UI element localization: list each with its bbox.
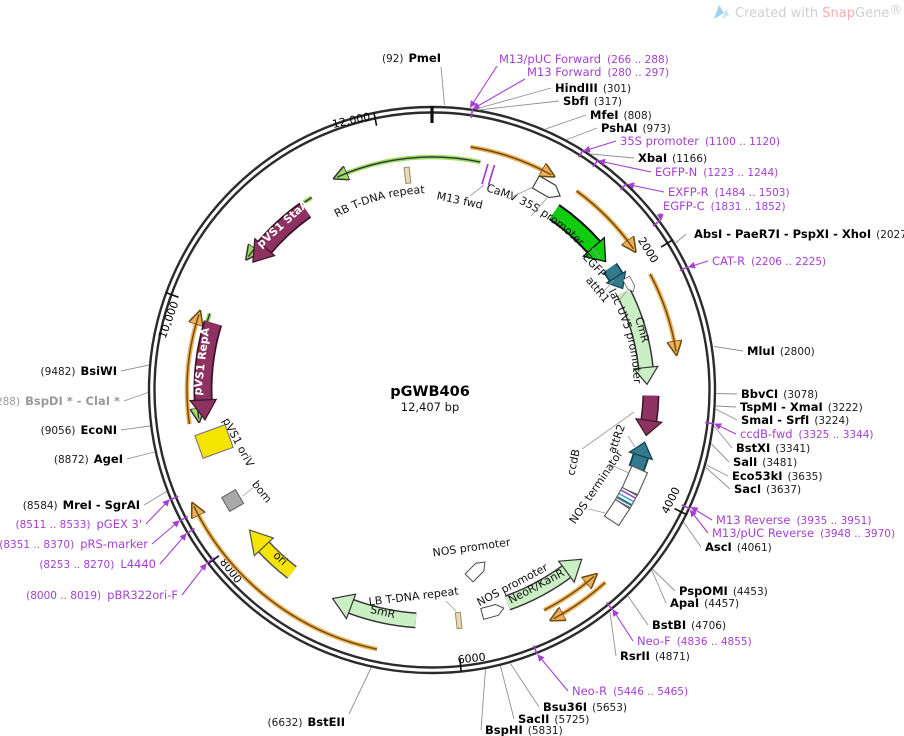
- primer-label-ccdb-fwd[interactable]: ccdB-fwd (3325 .. 3344): [740, 427, 874, 441]
- primer-labels[interactable]: M13/pUC Forward (266 .. 288) M13 Forward(…: [0, 52, 895, 698]
- primer-label-neo-r[interactable]: Neo-R (5446 .. 5465): [572, 684, 688, 698]
- feature-cmr[interactable]: [616, 288, 659, 386]
- primer-label-35s-promoter[interactable]: 35S promoter (1100 .. 1120): [620, 134, 780, 148]
- enzyme-label-absi-group[interactable]: AbsI - PaeR7I - PspXI - XhoI(2027): [694, 227, 904, 241]
- primer-label-m13-reverse[interactable]: M13 Reverse (3935 .. 3951): [716, 513, 871, 527]
- enzyme-label-tspmi-xmai[interactable]: TspMI - XmaI (3222): [740, 400, 863, 414]
- enzyme-label-mlui[interactable]: MluI (2800): [747, 344, 815, 358]
- enzyme-label-mfei[interactable]: MfeI (808): [590, 108, 652, 122]
- inner-callout-lines: [242, 184, 636, 612]
- primer-label-m13-puc-forward[interactable]: M13/pUC Forward (266 .. 288): [499, 52, 669, 66]
- nos-promoter-glyph-1[interactable]: [464, 558, 489, 583]
- label-smr[interactable]: SmR: [369, 603, 397, 621]
- feature-pvs1-staa[interactable]: [252, 202, 312, 264]
- enzyme-label-bsiwi[interactable]: (9482) BsiWI: [41, 364, 117, 378]
- m13-fwd-primer-marker[interactable]: [481, 163, 496, 186]
- enzyme-label-sacii[interactable]: SacII (5725): [518, 712, 589, 726]
- enzyme-label-pspomi[interactable]: PspOMI (4453): [679, 584, 768, 598]
- primer-label-m13-forward[interactable]: M13 Forward (280 .. 297): [527, 65, 669, 79]
- enzyme-label-saci[interactable]: SacI (3637): [734, 482, 801, 496]
- primer-label-prs-marker[interactable]: (8351 .. 8370) pRS-marker: [0, 537, 148, 551]
- enzyme-callout-lines: [120, 66, 744, 731]
- primer-label-neo-f[interactable]: Neo-F (4836 .. 4855): [637, 634, 752, 648]
- enzyme-label-pmei[interactable]: (92) PmeI: [382, 51, 441, 65]
- tick-label-2000: 2000: [635, 235, 661, 266]
- camv-35s-promoter-glyph[interactable]: [531, 175, 563, 202]
- feature-pvs1-oriv[interactable]: [194, 424, 234, 459]
- label-bom[interactable]: bom: [249, 478, 274, 505]
- label-nos-promoter-1[interactable]: NOS promoter: [432, 536, 512, 560]
- feature-smr[interactable]: [331, 593, 417, 629]
- primer-label-pgex-3[interactable]: (8511 .. 8533) pGEX 3': [16, 517, 143, 531]
- enzyme-label-bsteii[interactable]: (6632) BstEII: [268, 715, 345, 729]
- enzyme-label-mrei-sgrai[interactable]: (8584) MreI - SgrAI: [23, 498, 140, 512]
- enzyme-label-sali[interactable]: SalI (3481): [733, 455, 797, 469]
- enzyme-label-bstbi[interactable]: BstBI (4706): [652, 618, 726, 632]
- enzyme-label-apai[interactable]: ApaI (4457): [670, 596, 739, 610]
- primer-site-ticks[interactable]: [169, 108, 715, 655]
- lac-uv5-promoter-glyph[interactable]: [622, 275, 637, 293]
- snapgene-watermark: Created with SnapGene®: [714, 3, 902, 21]
- nos-promoter-glyph-2[interactable]: [480, 603, 506, 620]
- feature-bom[interactable]: [220, 488, 245, 513]
- primer-label-m13-puc-reverse[interactable]: M13/pUC Reverse (3948 .. 3970): [712, 526, 895, 540]
- tick-label-12000: 12,000: [331, 110, 371, 131]
- feature-attr1[interactable]: [603, 262, 627, 290]
- enzyme-labels[interactable]: (92) PmeI HindIII (301) SbfI (317) MfeI (808…: [0, 51, 904, 736]
- enzyme-label-sbfi[interactable]: SbfI (317): [563, 94, 622, 108]
- svg-text:RB T-DNA repeat: RB T-DNA repeat: [332, 183, 426, 220]
- plasmid-title-block: pGWB406 12,407 bp: [390, 384, 470, 414]
- enzyme-label-bbvci[interactable]: BbvCI (3078): [741, 387, 818, 401]
- rb-tdna-repeat-tick[interactable]: [403, 166, 412, 185]
- enzyme-label-xbai[interactable]: XbaI (1166): [638, 151, 707, 165]
- plasmid-size: 12,407 bp: [401, 400, 460, 414]
- label-rb-tdna-repeat[interactable]: RB T-DNA repeat: [332, 183, 426, 220]
- feature-pvs1-repa[interactable]: [189, 320, 223, 421]
- enzyme-label-eco53ki[interactable]: Eco53kI (3635): [732, 469, 822, 483]
- feature-neor-kanr[interactable]: [504, 558, 583, 611]
- enzyme-label-hindiii[interactable]: HindIII (301): [555, 81, 631, 95]
- feature-ccdb[interactable]: [634, 395, 664, 437]
- primer-label-egfp-c[interactable]: EGFP-C (1831 .. 1852): [663, 199, 786, 213]
- enzyme-label-pshai[interactable]: PshAI (973): [601, 121, 671, 135]
- tdna-repeat-ticks[interactable]: [403, 166, 463, 630]
- enzyme-label-bsphi[interactable]: BspHI (5831): [485, 723, 563, 736]
- snapgene-logo-icon-accent: [722, 9, 729, 19]
- enzyme-label-econi[interactable]: (9056) EcoNI: [41, 423, 117, 437]
- enzyme-label-agei[interactable]: (8872) AgeI: [54, 452, 123, 466]
- lb-tdna-repeat-tick[interactable]: [454, 611, 463, 630]
- feature-ori[interactable]: [248, 529, 297, 579]
- feature-egfp[interactable]: [548, 204, 607, 263]
- primer-label-egfp-n[interactable]: EGFP-N (1223 .. 1244): [655, 165, 778, 179]
- primer-label-exfp-r[interactable]: EXFP-R (1484 .. 1503): [668, 185, 790, 199]
- watermark-text: Created with SnapGene®: [735, 3, 902, 21]
- tick-label-10000: 10,000: [156, 299, 181, 340]
- enzyme-label-asci[interactable]: AscI (4061): [705, 540, 772, 554]
- plasmid-name: pGWB406: [390, 384, 470, 400]
- enzyme-label-smai-srfi[interactable]: SmaI - SrfI (3224): [741, 413, 849, 427]
- label-ccdb[interactable]: ccdB: [564, 448, 582, 477]
- primer-callout-lines: [145, 65, 737, 692]
- enzyme-label-bstxi[interactable]: BstXI (3341): [736, 441, 810, 455]
- enzyme-label-rsrii[interactable]: RsrII (4871): [620, 649, 690, 663]
- primer-label-l4440[interactable]: (8253 .. 8270) L4440: [39, 557, 156, 571]
- promoter-glyphs[interactable]: [464, 175, 637, 620]
- label-m13-fwd[interactable]: M13 fwd: [436, 189, 484, 211]
- primer-label-cat-r[interactable]: CAT-R (2206 .. 2225): [712, 254, 826, 268]
- feature-attr2[interactable]: [628, 441, 654, 472]
- feature-nos-terminator[interactable]: [603, 465, 649, 527]
- snapgene-logo-icon: [714, 5, 724, 19]
- tick-label-6000: 6000: [457, 651, 486, 667]
- primer-label-pbr322ori-f[interactable]: (8000 .. 8019) pBR322ori-F: [26, 588, 178, 602]
- scale-ticks: [165, 106, 688, 673]
- enzyme-label-bsu36i[interactable]: Bsu36I (5653): [543, 700, 627, 714]
- enzyme-label-bspdi-clai[interactable]: (9288)BspDI * - ClaI *: [0, 394, 120, 408]
